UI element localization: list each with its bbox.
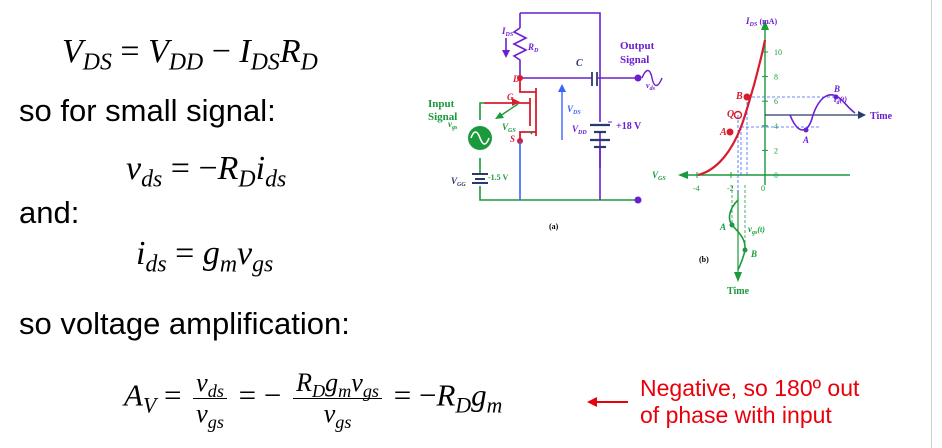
- text-small-signal: so for small signal:: [19, 93, 276, 128]
- label-x-axis: VGS: [652, 170, 666, 182]
- y-tick-label: 8: [774, 73, 778, 82]
- transfer-curve: [697, 39, 767, 177]
- label-time-bottom: Time: [727, 286, 750, 297]
- label-time-right: Time: [870, 111, 893, 122]
- x-tick-label: -4: [693, 184, 700, 193]
- label-wave-b: B: [833, 84, 840, 94]
- label-vdd: VDD: [572, 124, 587, 136]
- label-input-signal-2: Signal: [428, 111, 457, 123]
- label-input-signal-1: Input: [428, 98, 455, 110]
- label-ids: IDS: [501, 26, 514, 38]
- circuit-diagram: IDS RD C D G S VDS VGS VDD VGG vds vgs O…: [428, 12, 663, 231]
- slide-edge-rule: [931, 0, 932, 448]
- label-g: G: [507, 92, 514, 102]
- caption-b: (b): [699, 255, 709, 264]
- point-q: [733, 110, 743, 120]
- equation-ids-ac: ids = gmvgs: [136, 235, 274, 278]
- label-id-wave: id(t): [834, 94, 847, 106]
- text-voltage-amplification: so voltage amplification:: [19, 306, 350, 341]
- point-b: [743, 93, 751, 101]
- label-rd: RD: [527, 42, 539, 54]
- y-tick-label: 2: [774, 146, 778, 155]
- label-vgs: VGS: [502, 122, 516, 134]
- x-tick-label: 0: [761, 184, 765, 193]
- label-c: C: [576, 58, 583, 69]
- label-vdd-value: +18 V: [616, 121, 642, 132]
- fraction-vds-over-vgs: vds vgs: [193, 368, 227, 431]
- text-and: and:: [19, 195, 80, 230]
- label-vds: VDS: [567, 104, 581, 116]
- label-vgs-b: B: [750, 249, 757, 259]
- caption-a: (a): [549, 222, 559, 231]
- y-tick-label: 6: [774, 97, 778, 106]
- vgs-wave: [728, 199, 746, 271]
- note-arrow: [587, 397, 628, 407]
- fraction-rdgmvgs-over-vgs: RDgmvgs vgs: [293, 368, 382, 431]
- y-tick-label: 10: [774, 48, 782, 57]
- label-curve-a: A: [719, 127, 727, 138]
- label-output-signal-1: Output: [620, 40, 655, 52]
- label-curve-q: Q: [727, 109, 734, 120]
- point-a: [726, 128, 734, 136]
- label-d: D: [512, 74, 520, 84]
- label-vgs-wave: vgs(t): [748, 224, 765, 236]
- equation-vds-dc: VDS = VDD − IDSRD: [62, 33, 318, 76]
- id-wave: [789, 94, 856, 131]
- equation-vds-ac: vds = −RDids: [126, 150, 287, 193]
- label-vgg: VGG: [451, 176, 466, 188]
- label-vgg-value: -1.5 V: [488, 173, 509, 182]
- y-tick-label: 4: [774, 122, 778, 131]
- transfer-characteristic-graph: 10 8 6 4 2 0 -4 -2 0 IDS (mA) id(t) A B A Q B V…: [652, 16, 893, 297]
- label-vgs-a: A: [719, 222, 726, 232]
- note-negative-phase: Negative, so 180º out of phase with inpu…: [640, 375, 860, 428]
- label-vds-out: vds: [646, 81, 656, 92]
- label-output-signal-2: Signal: [620, 54, 649, 66]
- label-curve-b: B: [735, 91, 743, 102]
- output-node: [634, 74, 642, 82]
- label-s: S: [510, 134, 515, 144]
- x-tick-label: -2: [727, 184, 734, 193]
- label-vgs-in: vgs: [448, 119, 458, 131]
- y-tick-label: 0: [774, 171, 778, 180]
- equation-av: AV = vds vgs = − RDgmvgs vgs = −RDgm: [124, 368, 503, 432]
- label-y-axis: IDS (mA): [745, 16, 778, 28]
- label-wave-a: A: [802, 135, 809, 145]
